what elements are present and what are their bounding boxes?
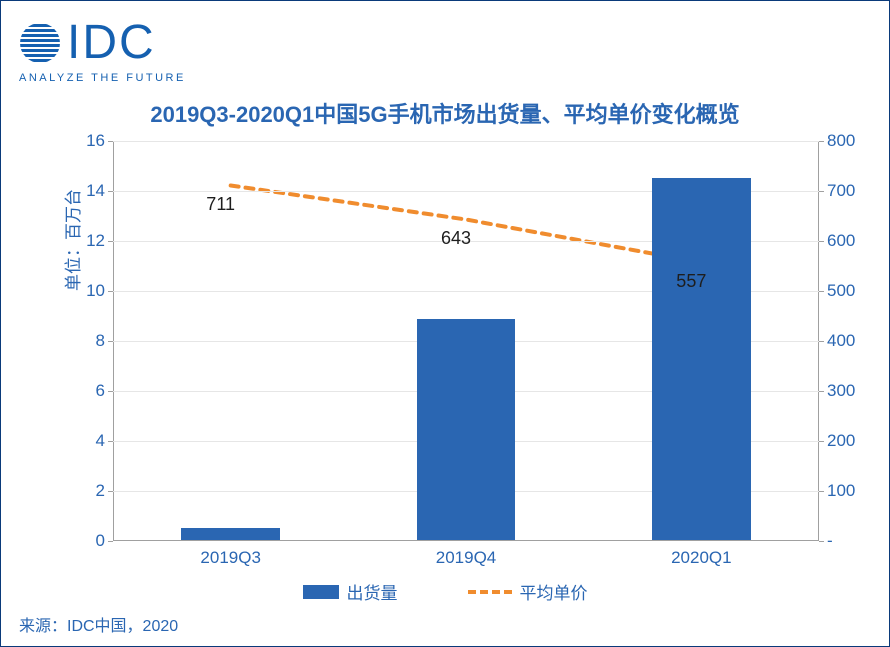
line-data-label: 557: [676, 271, 706, 292]
logo: IDC: [19, 15, 186, 70]
x-axis-label: 2019Q3: [200, 548, 261, 568]
tick-mark: [819, 491, 824, 492]
chart-area: 0246810121416-10020030040050060070080020…: [113, 141, 819, 541]
tick-mark: [819, 341, 824, 342]
chart-title: 2019Q3-2020Q1中国5G手机市场出货量、平均单价变化概览: [1, 97, 889, 129]
y-right-tick-label: 500: [827, 281, 855, 301]
tick-mark: [108, 341, 113, 342]
y-left-tick-label: 16: [86, 131, 105, 151]
y-right-tick-label: 300: [827, 381, 855, 401]
y-left-tick-label: 2: [96, 481, 105, 501]
tick-mark: [108, 191, 113, 192]
bar: [181, 528, 280, 541]
y-left-tick-label: 8: [96, 331, 105, 351]
legend-bar-label: 出货量: [347, 579, 398, 604]
logo-text: IDC: [67, 15, 156, 70]
tick-mark: [819, 391, 824, 392]
tick-mark: [108, 291, 113, 292]
y-right-tick-label: 700: [827, 181, 855, 201]
tick-mark: [819, 241, 824, 242]
bar: [652, 178, 751, 541]
legend-swatch-bar: [303, 585, 339, 599]
bar: [417, 319, 516, 540]
tick-mark: [108, 441, 113, 442]
gridline: [113, 141, 819, 142]
legend-line-label: 平均单价: [520, 579, 588, 604]
y-right-tick-label: 100: [827, 481, 855, 501]
y-left-tick-label: 4: [96, 431, 105, 451]
y-left-tick-label: 6: [96, 381, 105, 401]
globe-icon: [19, 22, 61, 64]
tick-mark: [819, 291, 824, 292]
legend-item-bar: 出货量: [303, 579, 398, 604]
source-text: 来源：IDC中国，2020: [19, 612, 178, 636]
legend: 出货量 平均单价: [1, 579, 889, 604]
tick-mark: [108, 491, 113, 492]
y-right-tick-label: 600: [827, 231, 855, 251]
line-data-label: 711: [206, 194, 235, 215]
y-left-tick-label: 10: [86, 281, 105, 301]
tick-mark: [108, 241, 113, 242]
y-left-tick-label: 12: [86, 231, 105, 251]
tick-mark: [819, 441, 824, 442]
x-axis-label: 2020Q1: [671, 548, 732, 568]
y-right-tick-label: 400: [827, 331, 855, 351]
y-right-tick-label: -: [827, 531, 833, 551]
legend-swatch-line: [468, 590, 512, 594]
logo-tagline: ANALYZE THE FUTURE: [19, 72, 186, 84]
logo-block: IDC ANALYZE THE FUTURE: [19, 15, 186, 84]
y-left-tick-label: 0: [96, 531, 105, 551]
y-axis-left-label: 单位：百万台: [59, 189, 84, 291]
tick-mark: [108, 391, 113, 392]
x-axis-label: 2019Q4: [436, 548, 497, 568]
y-right-tick-label: 200: [827, 431, 855, 451]
tick-mark: [108, 141, 113, 142]
y-right-tick-label: 800: [827, 131, 855, 151]
tick-mark: [108, 541, 113, 542]
plot-area: 0246810121416-10020030040050060070080020…: [113, 141, 819, 541]
tick-mark: [819, 541, 824, 542]
line-data-label: 643: [441, 228, 471, 249]
legend-item-line: 平均单价: [468, 579, 588, 604]
tick-mark: [819, 141, 824, 142]
y-left-tick-label: 14: [86, 181, 105, 201]
tick-mark: [819, 191, 824, 192]
